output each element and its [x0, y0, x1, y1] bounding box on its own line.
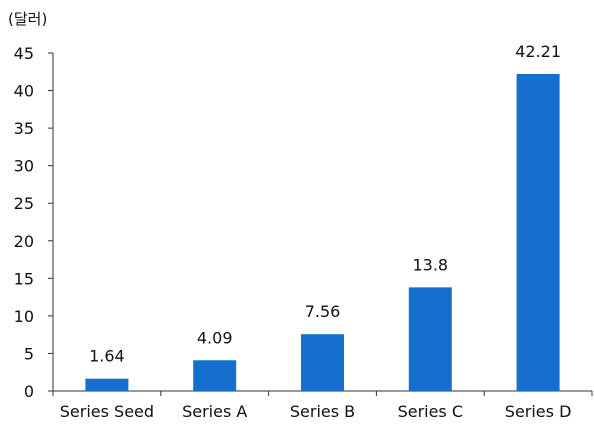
- y-tick-label: 35: [14, 119, 34, 138]
- bar-series-b: [301, 334, 344, 391]
- y-tick-label: 25: [14, 194, 34, 213]
- bar-series-seed: [85, 378, 129, 391]
- y-axis-unit-label: (달러): [8, 10, 47, 28]
- x-tick-label: Series D: [505, 402, 572, 421]
- bar-series-a: [193, 360, 237, 391]
- y-tick-label: 20: [14, 232, 34, 251]
- data-label: 42.21: [515, 42, 561, 61]
- x-tick-label: Series C: [398, 402, 463, 421]
- y-tick-label: 10: [14, 307, 34, 326]
- bar-series: [85, 73, 560, 392]
- x-tick-label: Series B: [290, 402, 355, 421]
- data-labels: 1.64 4.09 7.56 13.8 42.21: [89, 42, 561, 366]
- y-tick-label: 15: [14, 269, 34, 288]
- x-tick-label: Series Seed: [60, 402, 154, 421]
- data-label: 4.09: [197, 328, 233, 347]
- y-tick-label: 40: [14, 82, 34, 101]
- bar-series-c: [408, 287, 452, 391]
- y-tick-label: 45: [14, 44, 34, 63]
- data-label: 7.56: [305, 302, 341, 321]
- y-tick-label: 30: [14, 157, 34, 176]
- data-label: 1.64: [89, 347, 125, 366]
- x-axis-ticks: Series Seed Series A Series B Series C Serie…: [52, 391, 593, 421]
- y-tick-label: 0: [24, 382, 34, 401]
- y-tick-label: 5: [24, 344, 34, 363]
- y-axis-ticks: 0 5 10 15 20 25 30 35 40 45: [14, 44, 53, 401]
- x-tick-label: Series A: [182, 402, 247, 421]
- bar-series-d: [516, 73, 560, 392]
- data-label: 13.8: [412, 255, 448, 274]
